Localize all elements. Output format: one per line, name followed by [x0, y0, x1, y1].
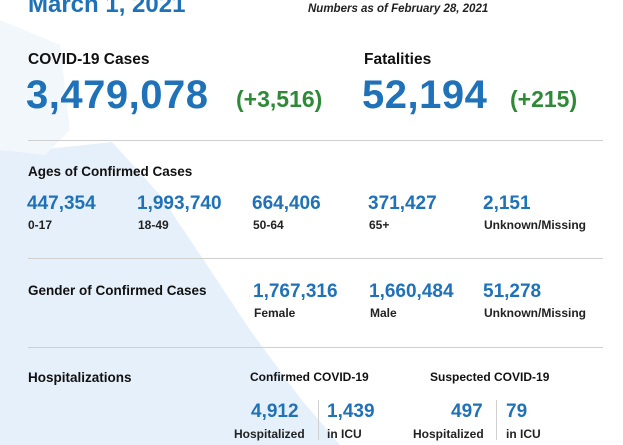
confirmed-icu-label: in ICU — [327, 427, 362, 441]
suspected-hospitalized-value: 497 — [451, 401, 483, 422]
confirmed-icu-value: 1,439 — [327, 401, 375, 422]
suspected-icu-value: 79 — [506, 401, 528, 422]
report-date: March 1, 2021 — [28, 0, 186, 18]
gender-section-title: Gender of Confirmed Cases — [28, 283, 207, 298]
age-group-value: 2,151 — [483, 193, 531, 214]
age-group-value: 664,406 — [252, 193, 321, 214]
gender-label: Male — [370, 306, 397, 320]
gender-value: 1,660,484 — [369, 281, 454, 302]
suspected-hospitalized-label: Hospitalized — [413, 427, 484, 441]
age-group-label: Unknown/Missing — [484, 218, 586, 232]
age-group-value: 1,993,740 — [137, 193, 222, 214]
gender-label: Unknown/Missing — [484, 306, 586, 320]
gender-label: Female — [254, 306, 296, 320]
divider — [28, 347, 603, 348]
age-group-label: 50-64 — [253, 218, 284, 232]
fatalities-delta: (+215) — [510, 86, 578, 112]
confirmed-hospitalized-value: 4,912 — [251, 401, 299, 422]
age-group-label: 65+ — [369, 218, 390, 232]
ages-section-title: Ages of Confirmed Cases — [28, 164, 193, 179]
suspected-icu-label: in ICU — [506, 427, 541, 441]
confirmed-hospitalized-label: Hospitalized — [234, 427, 305, 441]
age-group-value: 371,427 — [368, 193, 437, 214]
fatalities-total: 52,194 — [362, 73, 488, 117]
divider — [28, 140, 603, 141]
confirmed-covid-heading: Confirmed COVID-19 — [250, 370, 369, 384]
data-as-of-note: Numbers as of February 28, 2021 — [308, 3, 489, 15]
gender-value: 1,767,316 — [253, 281, 338, 302]
covid-cases-delta: (+3,516) — [236, 86, 323, 112]
column-divider — [496, 400, 497, 440]
suspected-covid-heading: Suspected COVID-19 — [430, 370, 550, 384]
hospitalizations-section-title: Hospitalizations — [28, 370, 132, 385]
covid-cases-heading: COVID-19 Cases — [28, 51, 150, 68]
age-group-value: 447,354 — [27, 193, 96, 214]
column-divider — [318, 400, 319, 440]
divider — [28, 258, 603, 259]
covid-cases-total: 3,479,078 — [26, 73, 209, 117]
gender-value: 51,278 — [483, 281, 542, 302]
age-group-label: 0-17 — [28, 218, 53, 232]
fatalities-heading: Fatalities — [364, 51, 432, 68]
age-group-label: 18-49 — [138, 218, 169, 232]
